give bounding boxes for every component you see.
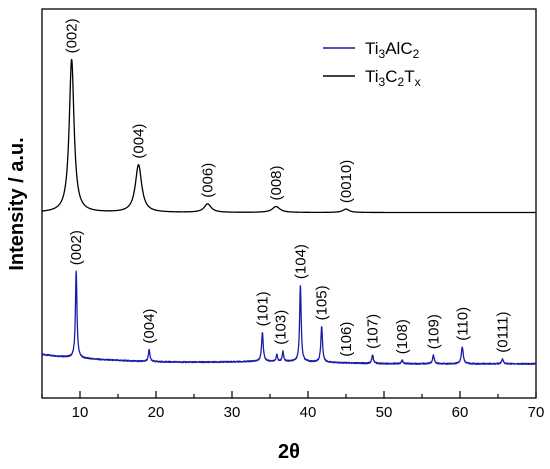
x-axis-label: 2θ xyxy=(278,441,300,463)
x-tick-label: 50 xyxy=(376,404,393,421)
peak-label: (0010) xyxy=(338,160,355,203)
peak-label: (101) xyxy=(254,291,271,326)
peak-label: (103) xyxy=(273,310,290,345)
peak-label: (004) xyxy=(131,124,148,159)
legend-label-1: Ti3C2Tx xyxy=(365,67,421,89)
peak-label: (106) xyxy=(338,322,355,357)
peak-label: (107) xyxy=(365,314,382,349)
x-axis-ticks: 10 20 30 40 50 60 70 xyxy=(41,391,545,421)
peak-label: (006) xyxy=(200,163,217,198)
peak-label: (110) xyxy=(454,307,471,341)
series-line-0 xyxy=(41,270,537,366)
peak-label: (0111) xyxy=(495,312,512,353)
x-tick-label: 20 xyxy=(148,404,165,421)
peak-label: (108) xyxy=(394,319,411,354)
x-tick-label: 60 xyxy=(452,404,469,421)
peak-label: (008) xyxy=(268,165,285,200)
series-curves xyxy=(41,58,537,366)
y-axis-label: Intensity / a.u. xyxy=(6,137,28,270)
peak-label: (104) xyxy=(292,244,309,279)
peak-label: (002) xyxy=(68,230,85,265)
x-tick-label: 70 xyxy=(528,404,545,421)
series-line-1 xyxy=(41,58,537,214)
x-tick-label: 40 xyxy=(300,404,317,421)
peak-label: (109) xyxy=(425,314,442,349)
peak-labels: (002) (004) (101)(103) (104) (105) (106) (107)… xyxy=(64,18,512,356)
peak-label: (002) xyxy=(64,18,81,53)
legend-label-0: Ti3AlC2 xyxy=(365,39,420,61)
legend: Ti3AlC2 Ti3C2Tx xyxy=(323,39,421,89)
x-tick-label: 30 xyxy=(224,404,241,421)
peak-label: (004) xyxy=(141,309,158,344)
peak-label: (105) xyxy=(314,285,331,320)
plot-frame xyxy=(41,8,537,399)
x-tick-label: 10 xyxy=(72,404,89,421)
